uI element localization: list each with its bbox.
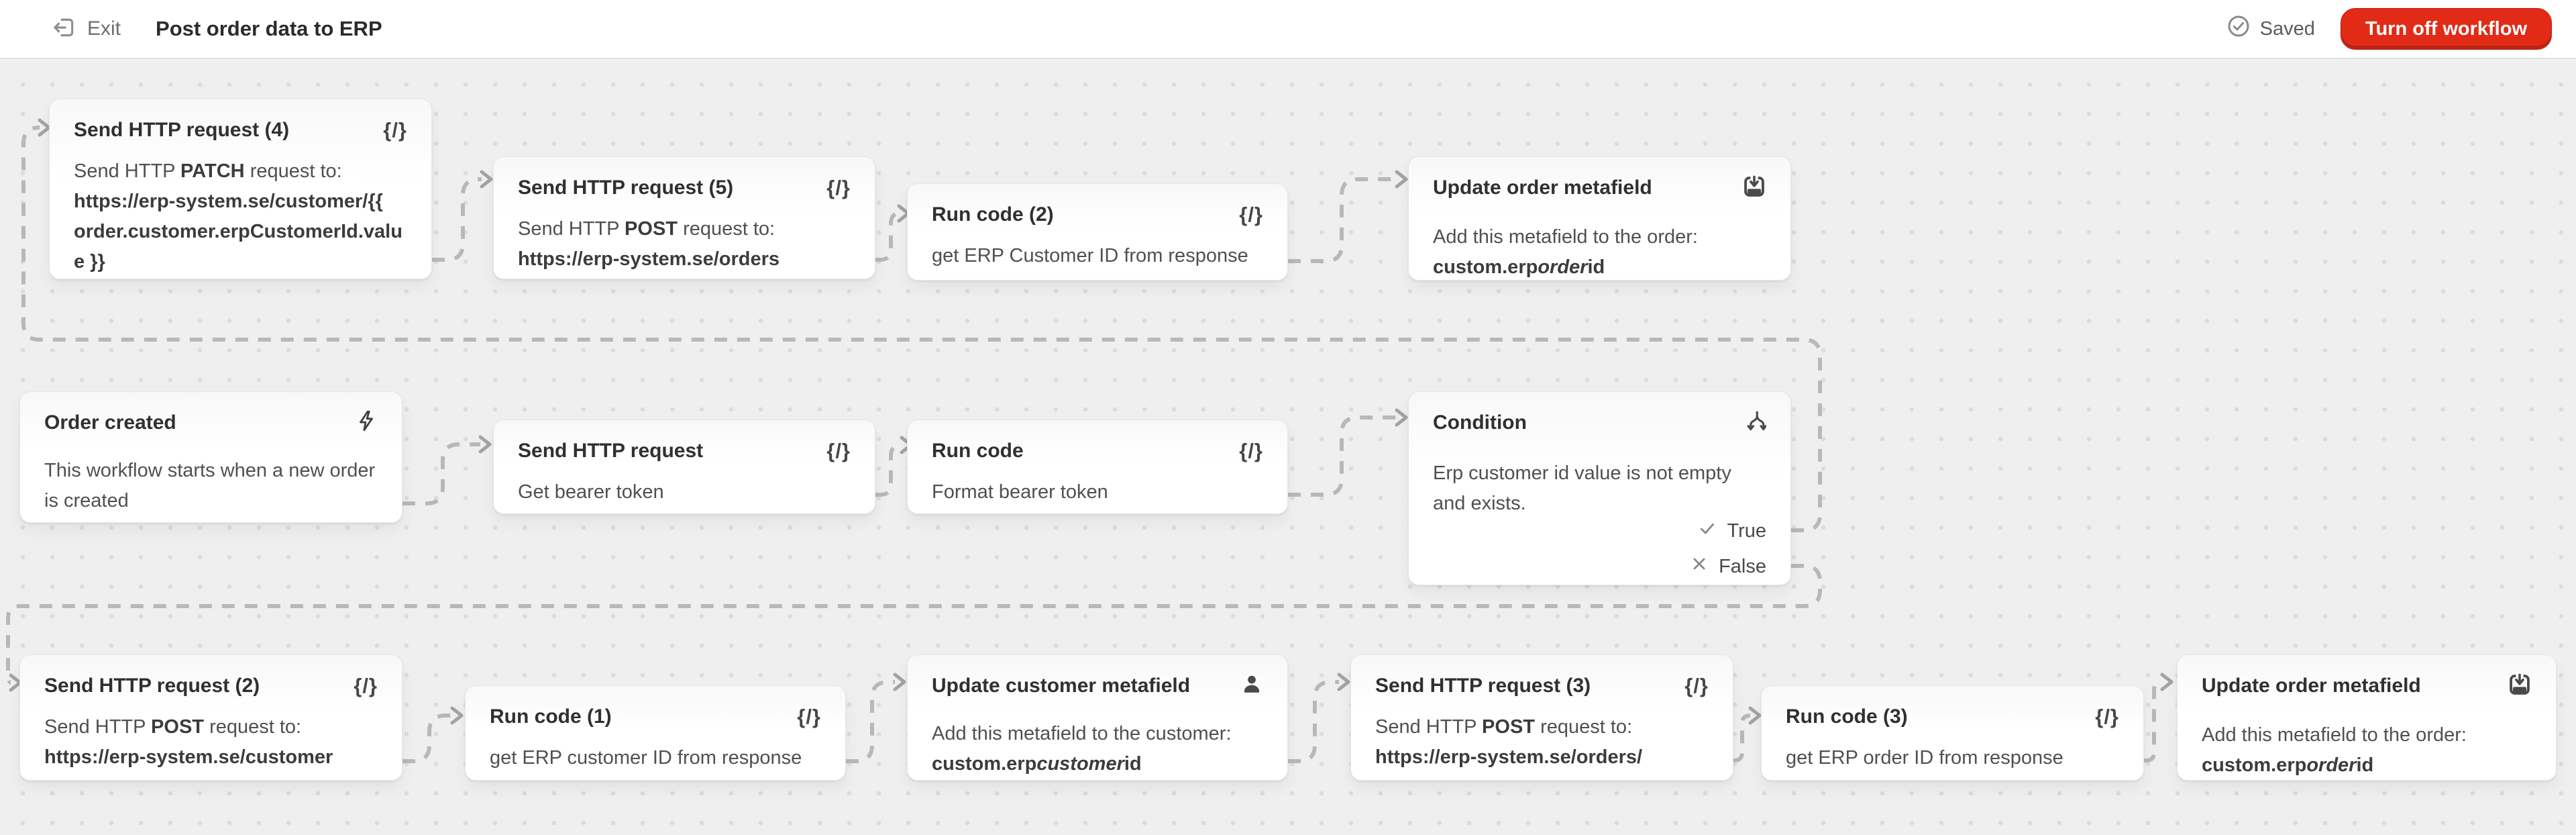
card-description: Add this metafield to the customer: cust… [932, 723, 1232, 775]
card-send-http-request-5[interactable]: Send HTTP request (5) {/} Send HTTP POST… [493, 156, 875, 279]
card-condition[interactable]: Condition Erp customer id value is not e… [1408, 391, 1791, 585]
card-update-order-metafield-top[interactable]: Update order metafield Add this metafiel… [1408, 156, 1791, 281]
card-title: Send HTTP request (2) [44, 675, 260, 697]
card-description: get ERP Customer ID from response [932, 245, 1248, 266]
card-description: Send HTTP PATCH request to: https://erp-… [74, 160, 402, 273]
code-icon: {/} [1684, 674, 1709, 697]
card-send-http-request[interactable]: Send HTTP request {/} Get bearer token [493, 420, 875, 514]
code-icon: {/} [1239, 203, 1263, 226]
card-title: Run code [932, 440, 1024, 462]
card-description: Get bearer token [518, 481, 664, 503]
exit-label: Exit [87, 17, 121, 40]
archive-down-icon [1742, 175, 1766, 209]
card-title: Update customer metafield [932, 675, 1191, 697]
card-send-http-request-2[interactable]: Send HTTP request (2) {/} Send HTTP POST… [19, 654, 402, 781]
card-title: Update order metafield [2202, 675, 2421, 697]
connector-lines [6, 118, 2174, 763]
card-update-order-metafield-bottom[interactable]: Update order metafield Add this metafiel… [2177, 654, 2557, 781]
card-send-http-request-4[interactable]: Send HTTP request (4) {/} Send HTTP PATC… [49, 99, 432, 279]
card-description: Send HTTP POST request to: https://erp-s… [1375, 716, 1643, 768]
card-description: Add this metafield to the order: custom.… [1433, 226, 1698, 278]
exit-button[interactable]: Exit [51, 15, 121, 44]
turn-off-workflow-button[interactable]: Turn off workflow [2340, 8, 2552, 50]
card-run-code-1[interactable]: Run code (1) {/} get ERP customer ID fro… [465, 685, 846, 781]
card-title: Update order metafield [1433, 177, 1652, 199]
flash-icon [355, 409, 378, 443]
code-icon: {/} [354, 674, 378, 697]
x-icon [1690, 555, 1708, 578]
card-title: Run code (2) [932, 203, 1054, 226]
condition-output-true[interactable]: True [1699, 520, 1766, 542]
card-title: Run code (1) [490, 705, 612, 728]
card-title: Condition [1433, 411, 1527, 434]
card-description: Send HTTP POST request to: https://erp-s… [44, 716, 333, 768]
card-order-created-trigger[interactable]: Order created This workflow starts when … [19, 391, 402, 523]
code-icon: {/} [826, 439, 851, 462]
card-description: Send HTTP POST request to: https://erp-s… [518, 218, 780, 270]
branch-icon [1741, 409, 1767, 446]
card-title: Send HTTP request (3) [1375, 675, 1591, 697]
workflow-canvas[interactable]: Send HTTP request (4) {/} Send HTTP PATC… [0, 59, 2576, 835]
card-title: Order created [44, 411, 176, 434]
page-title: Post order data to ERP [156, 17, 382, 40]
check-circle-icon [2226, 14, 2251, 44]
save-status: Saved [2226, 14, 2315, 44]
check-icon [1699, 520, 1716, 542]
top-bar: Exit Post order data to ERP Saved Turn o… [0, 0, 2576, 59]
card-title: Send HTTP request (4) [74, 119, 290, 141]
code-icon: {/} [383, 118, 407, 142]
card-run-code-2[interactable]: Run code (2) {/} get ERP Customer ID fro… [907, 183, 1288, 281]
condition-false-label: False [1719, 555, 1766, 577]
card-update-customer-metafield[interactable]: Update customer metafield Add this metaf… [907, 654, 1288, 781]
condition-true-label: True [1727, 520, 1766, 542]
card-description: Add this metafield to the order: custom.… [2202, 724, 2467, 776]
card-description: Erp customer id value is not empty and e… [1433, 462, 1731, 514]
card-run-code-3[interactable]: Run code (3) {/} get ERP order ID from r… [1761, 685, 2144, 781]
code-icon: {/} [826, 176, 851, 199]
card-description: get ERP customer ID from response [490, 747, 802, 769]
archive-down-icon [2508, 673, 2532, 707]
card-title: Run code (3) [1786, 705, 1908, 728]
card-run-code[interactable]: Run code {/} Format bearer token [907, 420, 1288, 514]
card-send-http-request-3[interactable]: Send HTTP request (3) {/} Send HTTP POST… [1350, 654, 1733, 781]
card-title: Send HTTP request [518, 440, 704, 462]
condition-output-false[interactable]: False [1690, 555, 1766, 578]
card-description: This workflow starts when a new order is… [44, 460, 376, 511]
person-icon [1240, 673, 1263, 706]
card-title: Send HTTP request (5) [518, 177, 734, 199]
code-icon: {/} [797, 705, 821, 728]
card-description: get ERP order ID from response [1786, 747, 2063, 769]
exit-icon [51, 15, 76, 44]
card-description: Format bearer token [932, 481, 1108, 503]
code-icon: {/} [2095, 705, 2119, 728]
code-icon: {/} [1239, 439, 1263, 462]
save-status-label: Saved [2259, 17, 2315, 40]
